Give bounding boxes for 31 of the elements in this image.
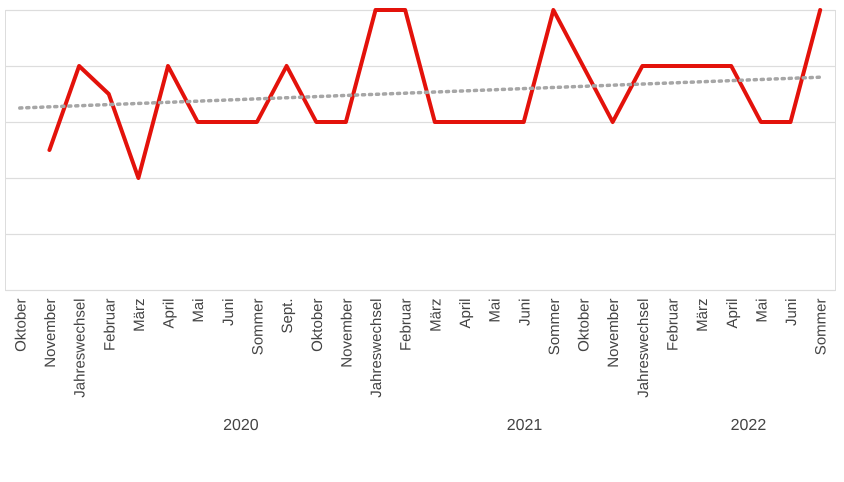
x-tick-label: Sept. — [279, 298, 296, 334]
x-tick-label: November — [42, 298, 59, 368]
text: 2021 — [506, 417, 542, 434]
x-tick-label: Sommer — [812, 298, 830, 356]
x-tick-label: Jahreswechsel — [634, 298, 652, 398]
x-tick-label: März — [130, 298, 148, 332]
x-tick-label: Oktober — [308, 298, 326, 352]
x-tick-label: Jahreswechsel — [368, 298, 386, 398]
x-tick-label: Mai — [753, 298, 770, 323]
x-tick-label: Oktober — [12, 298, 30, 352]
x-tick-label: Sommer — [249, 298, 266, 356]
x-tick-label: März — [694, 298, 712, 332]
x-tick-label: März — [427, 298, 444, 332]
x-tick-label: Februar — [398, 298, 415, 352]
text: 2020 — [223, 417, 259, 434]
x-tick-label: Februar — [101, 298, 118, 352]
x-tick-label: Oktober — [576, 298, 593, 352]
x-tick-label: April — [724, 298, 741, 329]
x-tick-label: Jahreswechsel — [72, 298, 89, 398]
x-tick-label: April — [160, 298, 178, 329]
x-tick-label: Juni — [516, 298, 534, 326]
text: 2022 — [730, 417, 766, 434]
x-tick-label: Mai — [486, 298, 504, 323]
x-tick-label: Sommer — [546, 298, 563, 356]
x-tick-label: Februar — [664, 298, 682, 352]
x-tick-label: Mai — [190, 298, 208, 323]
x-tick-label: November — [605, 298, 622, 368]
x-tick-label: Juni — [220, 298, 237, 326]
x-tick-label: April — [456, 298, 474, 329]
x-tick-label: Juni — [783, 298, 800, 326]
x-tick-label: November — [338, 298, 356, 368]
